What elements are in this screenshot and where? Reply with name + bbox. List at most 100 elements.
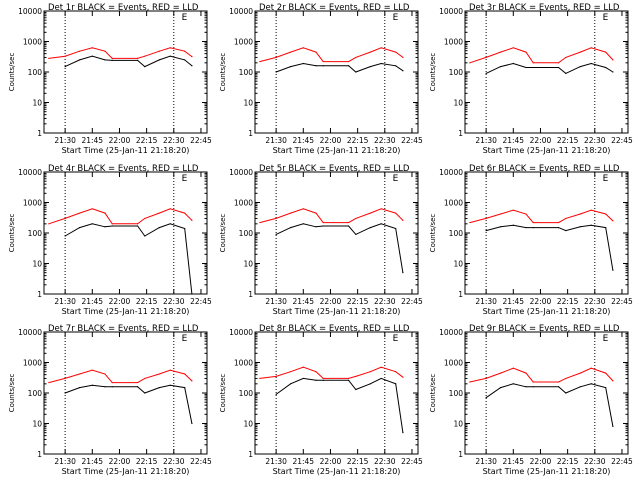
lld-point [91, 47, 93, 49]
panel-title: Det 6r BLACK = Events, RED = LLD [469, 164, 620, 174]
legend-mark: E [182, 334, 188, 344]
lld-point [302, 366, 304, 368]
lld-point [184, 373, 186, 375]
lld-point [512, 367, 514, 369]
events-point [79, 387, 81, 389]
lld-point [104, 373, 106, 375]
events-point [104, 386, 106, 388]
events-point [79, 59, 81, 61]
events-series-line [275, 223, 404, 273]
lld-point [347, 60, 350, 63]
events-point [565, 392, 567, 394]
x-tick-label: 22:30 [163, 457, 185, 466]
lld-point [290, 371, 292, 373]
lld-point [104, 50, 106, 52]
events-point [380, 223, 382, 225]
x-tick-label: 21:30 [54, 457, 76, 466]
lld-point [590, 47, 592, 49]
y-tick-label: 1 [458, 290, 463, 299]
x-tick-label: 21:45 [81, 297, 103, 306]
events-point [64, 66, 66, 68]
lld-point [48, 57, 50, 59]
lld-point [532, 221, 534, 224]
x-tick-label: 21:45 [292, 457, 314, 466]
legend-mark: E [603, 13, 609, 23]
events-point [144, 66, 146, 68]
x-tick-label: 22:15 [136, 136, 158, 145]
lld-point [111, 57, 113, 59]
x-tick-label: 22:45 [190, 457, 212, 466]
x-axis-label: Start Time (25-Jan-11 21:18:20) [62, 467, 190, 476]
lld-point [144, 377, 146, 380]
lld-point [612, 59, 614, 61]
events-point [191, 293, 193, 295]
lld-point [347, 221, 350, 224]
x-tick-label: 22:00 [530, 297, 552, 306]
events-point [111, 386, 113, 388]
lld-point [500, 51, 502, 53]
events-point [104, 59, 106, 61]
x-tick-label: 21:30 [54, 136, 76, 145]
y-tick-label: 10000 [229, 328, 253, 337]
events-point [136, 59, 139, 62]
lld-point [259, 221, 261, 224]
events-point [91, 55, 93, 57]
lld-point [532, 62, 534, 64]
x-tick-label: 22:00 [530, 457, 552, 466]
y-axis-label: Counts/sec [219, 214, 227, 253]
legend-mark: E [603, 174, 609, 184]
y-axis-label: Counts/sec [8, 374, 16, 413]
lld-point [369, 371, 371, 373]
events-point [136, 386, 139, 388]
events-point [485, 397, 487, 399]
events-point [605, 227, 607, 229]
events-point [355, 71, 357, 73]
panel-title: Det 9r BLACK = Events, RED = LLD [469, 324, 620, 334]
events-point [532, 386, 534, 388]
x-tick-label: 22:15 [557, 136, 579, 145]
lld-point [158, 212, 160, 214]
legend-mark: E [603, 334, 609, 344]
x-tick-label: 22:45 [401, 457, 423, 466]
lld-point [590, 367, 592, 369]
panel-title: Det 3r BLACK = Events, RED = LLD [469, 3, 620, 13]
lld-series-line [469, 209, 614, 224]
y-axis-label: Counts/sec [8, 53, 16, 92]
events-point [605, 387, 607, 389]
x-tick-label: 22:30 [374, 136, 396, 145]
events-point [302, 377, 304, 380]
x-tick-label: 22:30 [584, 136, 606, 145]
events-point [532, 227, 534, 229]
y-tick-label: 10000 [439, 328, 463, 337]
lld-point [579, 51, 581, 53]
lld-point [79, 50, 81, 52]
panel-title: Det 7r BLACK = Events, RED = LLD [48, 324, 199, 334]
events-point [275, 233, 277, 235]
y-tick-label: 100 [449, 229, 464, 238]
events-point [525, 386, 527, 388]
legend-mark: E [182, 174, 188, 184]
lld-series-line [469, 367, 614, 383]
events-point [64, 235, 66, 237]
events-point [500, 387, 502, 389]
lld-point [64, 55, 66, 57]
lld-point [158, 50, 160, 52]
lld-point [590, 209, 592, 211]
lld-point [557, 221, 560, 224]
x-tick-label: 22:45 [611, 297, 633, 306]
events-point [322, 225, 324, 227]
x-axis-label: Start Time (25-Jan-11 21:18:20) [483, 467, 611, 476]
lld-point [579, 372, 581, 374]
legend-mark: E [393, 174, 399, 184]
events-point [355, 233, 357, 235]
x-tick-label: 22:45 [190, 136, 212, 145]
events-point [485, 229, 487, 232]
events-point [565, 229, 567, 232]
y-axis-label: Counts/sec [429, 374, 437, 413]
x-tick-label: 21:45 [502, 136, 524, 145]
events-point [79, 227, 81, 229]
